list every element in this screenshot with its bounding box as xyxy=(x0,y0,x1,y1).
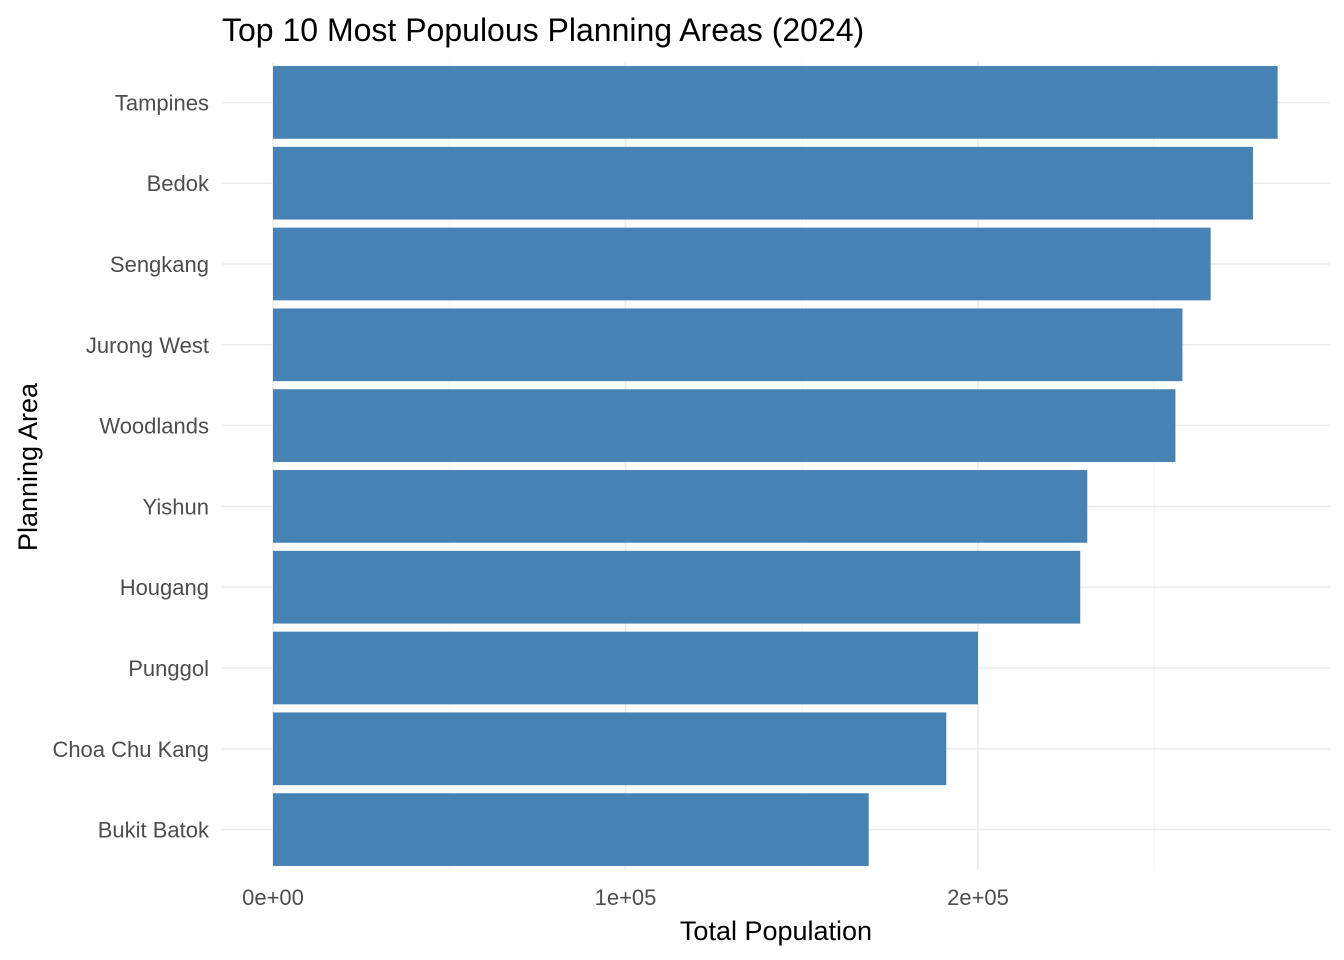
bar-hougang xyxy=(273,550,1081,624)
x-axis-title: Total Population xyxy=(680,916,872,946)
x-tick-label: 2e+05 xyxy=(947,885,1009,910)
chart-title: Top 10 Most Populous Planning Areas (202… xyxy=(222,12,864,48)
y-tick-label: Hougang xyxy=(120,575,209,600)
y-tick-label: Sengkang xyxy=(110,252,209,277)
x-tick-label: 0e+00 xyxy=(242,885,304,910)
bars xyxy=(273,66,1278,866)
bar-jurong-west xyxy=(273,308,1183,382)
bar-tampines xyxy=(273,66,1278,139)
y-tick-label: Punggol xyxy=(128,656,209,681)
bar-sengkang xyxy=(273,227,1211,301)
bar-yishun xyxy=(273,470,1088,543)
y-tick-label: Yishun xyxy=(143,494,209,519)
x-axis-ticks: 0e+00 1e+05 2e+05 xyxy=(242,885,1009,910)
y-tick-label: Tampines xyxy=(115,90,209,115)
bar-punggol xyxy=(273,631,978,705)
bar-choa-chu-kang xyxy=(273,712,947,786)
bar-bukit-batok xyxy=(273,793,869,866)
y-tick-label: Jurong West xyxy=(86,333,209,358)
y-tick-label: Choa Chu Kang xyxy=(52,737,209,762)
bar-woodlands xyxy=(273,389,1176,462)
y-tick-label: Bukit Batok xyxy=(98,818,210,843)
y-tick-label: Woodlands xyxy=(99,414,209,439)
y-tick-label: Bedok xyxy=(147,171,210,196)
bar-bedok xyxy=(273,146,1253,220)
x-tick-label: 1e+05 xyxy=(595,885,657,910)
y-axis-title: Planning Area xyxy=(13,382,43,551)
y-axis-ticks: Tampines Bedok Sengkang Jurong West Woodland… xyxy=(52,90,210,842)
